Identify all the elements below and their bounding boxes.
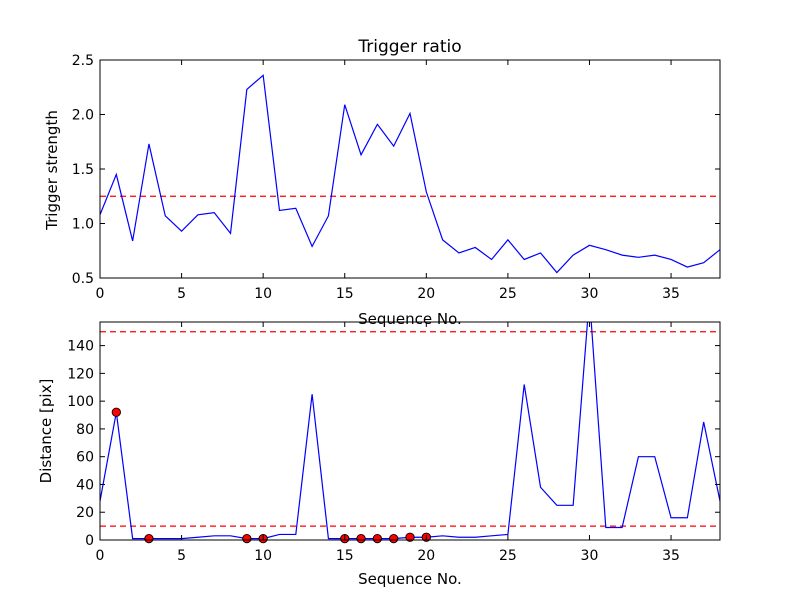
- x-axis-label: Sequence No.: [358, 310, 462, 328]
- x-tick-label: 5: [177, 286, 186, 302]
- x-tick-label: 15: [336, 548, 354, 564]
- x-tick-label: 35: [662, 286, 680, 302]
- x-axis-label: Sequence No.: [358, 570, 462, 588]
- x-tick-label: 30: [581, 286, 599, 302]
- x-tick-label: 25: [499, 548, 517, 564]
- y-axis-label: Distance [pix]: [37, 379, 55, 484]
- x-tick-label: 0: [96, 286, 105, 302]
- data-point-marker: [356, 533, 366, 544]
- y-tick-label: 40: [76, 477, 94, 493]
- data-point-marker: [111, 407, 121, 417]
- x-tick-label: 35: [662, 548, 680, 564]
- x-tick-label: 10: [254, 286, 272, 302]
- x-tick-label: 30: [581, 548, 599, 564]
- axes-frame: [99, 321, 721, 541]
- series-line: [100, 74, 720, 274]
- y-tick-label: 2.0: [72, 108, 94, 124]
- x-tick-label: 10: [254, 548, 272, 564]
- trigger-ratio-chart: Trigger ratio 0 5 10 15 20 25 30 35 0.5 1.0 1.5 2.0…: [43, 37, 721, 328]
- y-tick-label: 0: [85, 533, 94, 549]
- y-tick-label: 20: [76, 505, 94, 521]
- plot-area: 0 5 10 15 20 25 30 35 0 20 40 60 80 100 120 140: [67, 321, 721, 564]
- x-tick-label: 20: [417, 548, 435, 564]
- x-tick-label: 15: [336, 286, 354, 302]
- x-tick-label: 0: [96, 548, 105, 564]
- y-tick-label: 60: [76, 450, 94, 466]
- x-tick-label: 5: [177, 548, 186, 564]
- y-tick-label: 140: [67, 339, 94, 355]
- data-point-marker: [242, 533, 252, 544]
- data-point-marker: [144, 533, 154, 544]
- x-tick-label: 25: [499, 286, 517, 302]
- chart-title: Trigger ratio: [357, 37, 461, 57]
- data-point-marker: [389, 533, 399, 544]
- y-tick-label: 2.5: [72, 53, 94, 69]
- y-tick-label: 100: [67, 394, 94, 410]
- y-tick-label: 1.5: [72, 162, 94, 178]
- y-tick-label: 120: [67, 366, 94, 382]
- data-point-marker: [405, 532, 415, 542]
- y-tick-label: 0.5: [72, 271, 94, 287]
- y-axis-label: Trigger strength: [43, 110, 61, 231]
- y-tick-label: 1.0: [72, 217, 94, 233]
- plot-area: 0 5 10 15 20 25 30 35 0.5 1.0 1.5 2.0 2.5: [72, 53, 721, 302]
- distance-chart: 0 5 10 15 20 25 30 35 0 20 40 60 80 100 120 140 Sequenc…: [37, 321, 721, 588]
- data-point-marker: [372, 533, 383, 544]
- x-tick-label: 20: [417, 286, 435, 302]
- y-tick-label: 80: [76, 422, 94, 438]
